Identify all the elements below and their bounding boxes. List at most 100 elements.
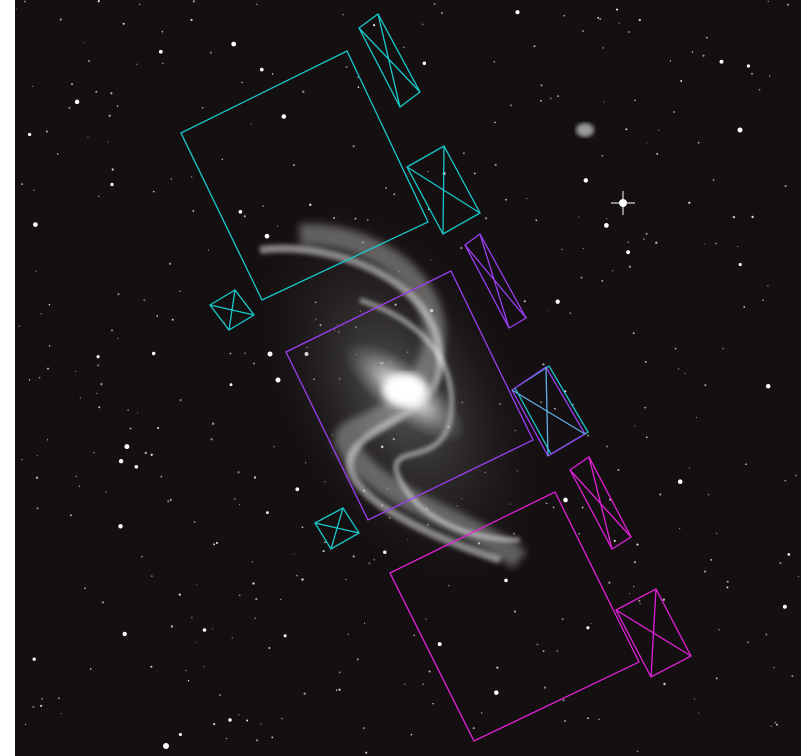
star — [194, 641, 196, 643]
star — [161, 32, 163, 34]
star — [302, 90, 305, 93]
footprint-cross — [406, 145, 481, 235]
star — [208, 249, 210, 251]
star — [231, 637, 233, 639]
star — [231, 41, 237, 47]
star — [586, 626, 590, 630]
star — [352, 145, 355, 148]
star — [45, 130, 48, 133]
star — [707, 493, 710, 496]
star — [562, 699, 565, 702]
star — [533, 45, 536, 48]
galaxy-arm — [359, 297, 521, 543]
star — [152, 190, 155, 193]
star — [105, 491, 107, 493]
star — [545, 502, 548, 505]
star — [632, 332, 635, 335]
star — [644, 361, 647, 363]
star — [33, 189, 35, 191]
star — [373, 558, 376, 561]
star — [213, 722, 216, 726]
star — [646, 436, 648, 439]
star — [345, 578, 347, 581]
star — [101, 601, 105, 604]
star — [108, 114, 111, 118]
star — [96, 392, 98, 394]
star — [662, 598, 665, 601]
star — [597, 16, 600, 19]
star — [726, 580, 729, 583]
star — [425, 618, 427, 621]
star — [515, 10, 520, 15]
footprint-cross — [209, 289, 255, 331]
star — [504, 578, 508, 583]
star — [78, 485, 81, 488]
star — [98, 195, 100, 197]
star — [617, 468, 620, 472]
star — [271, 736, 274, 739]
star — [170, 625, 173, 628]
star — [35, 270, 37, 272]
star — [540, 401, 542, 403]
star — [56, 153, 59, 155]
star — [151, 575, 153, 577]
star — [680, 80, 683, 82]
star — [255, 597, 258, 601]
star — [393, 193, 396, 196]
star — [253, 362, 255, 365]
star — [526, 197, 528, 200]
star — [356, 658, 359, 661]
star — [237, 714, 240, 716]
star — [309, 203, 312, 206]
star — [726, 586, 729, 589]
star — [229, 352, 232, 355]
star — [694, 698, 696, 700]
star — [84, 587, 86, 590]
star — [606, 445, 608, 448]
star — [280, 598, 282, 601]
star — [24, 723, 26, 725]
star — [403, 683, 406, 686]
star — [136, 412, 139, 414]
star — [634, 425, 636, 427]
star — [598, 718, 600, 721]
star — [228, 718, 232, 722]
star — [252, 582, 255, 585]
star — [496, 666, 499, 669]
star — [615, 8, 619, 11]
star — [643, 238, 645, 240]
star — [762, 299, 764, 302]
star — [192, 210, 195, 212]
star — [68, 106, 71, 109]
star — [32, 657, 36, 661]
star — [266, 511, 269, 514]
star — [601, 154, 604, 157]
star — [178, 593, 181, 596]
star — [156, 315, 159, 317]
star — [136, 63, 138, 65]
star — [256, 3, 258, 5]
star — [75, 475, 78, 478]
star — [542, 363, 545, 366]
star — [295, 487, 300, 492]
footprint-cross — [358, 13, 421, 108]
star — [41, 697, 43, 700]
star — [480, 712, 483, 714]
star — [627, 241, 630, 244]
star — [122, 22, 125, 25]
star — [296, 574, 298, 577]
galaxy-core — [383, 374, 427, 406]
star — [171, 318, 174, 321]
star — [191, 176, 193, 178]
star — [564, 720, 566, 722]
star — [636, 543, 639, 546]
star — [15, 8, 18, 10]
star — [32, 85, 34, 88]
star — [238, 210, 243, 214]
faint-galaxy — [576, 123, 594, 137]
star — [335, 689, 338, 692]
star — [260, 723, 262, 725]
star — [613, 539, 616, 543]
star — [150, 665, 153, 668]
